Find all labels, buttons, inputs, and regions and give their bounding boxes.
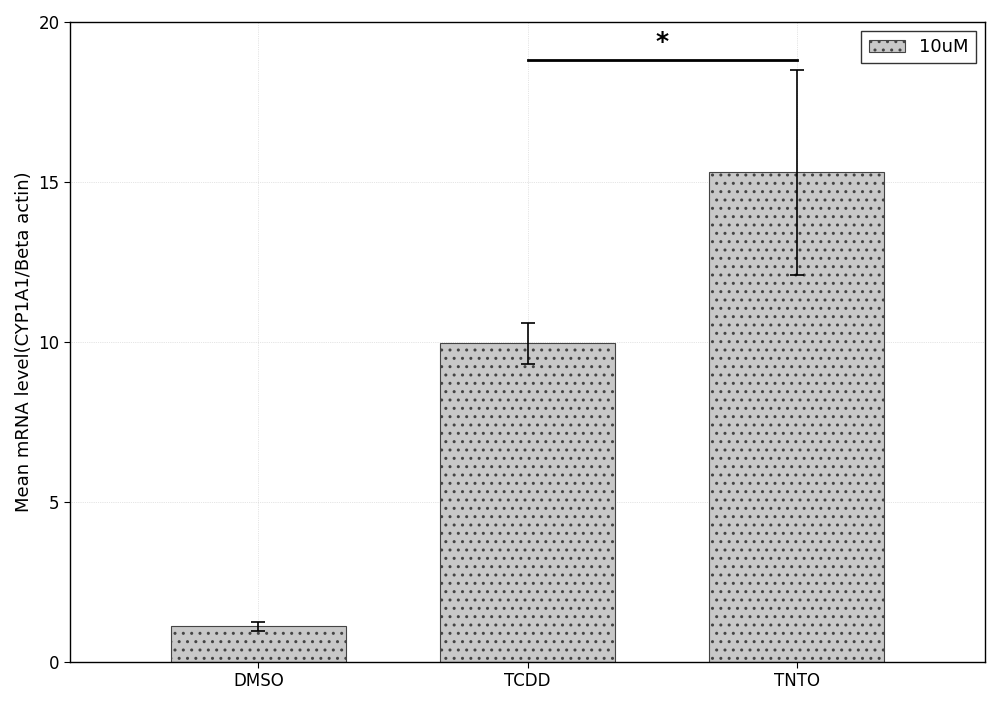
Text: *: *: [656, 30, 669, 54]
Legend: 10uM: 10uM: [861, 31, 976, 63]
Bar: [440, 343, 615, 661]
Y-axis label: Mean mRNA level(CYP1A1/Beta actin): Mean mRNA level(CYP1A1/Beta actin): [15, 171, 33, 512]
Bar: [171, 627, 346, 661]
Bar: [709, 172, 884, 661]
